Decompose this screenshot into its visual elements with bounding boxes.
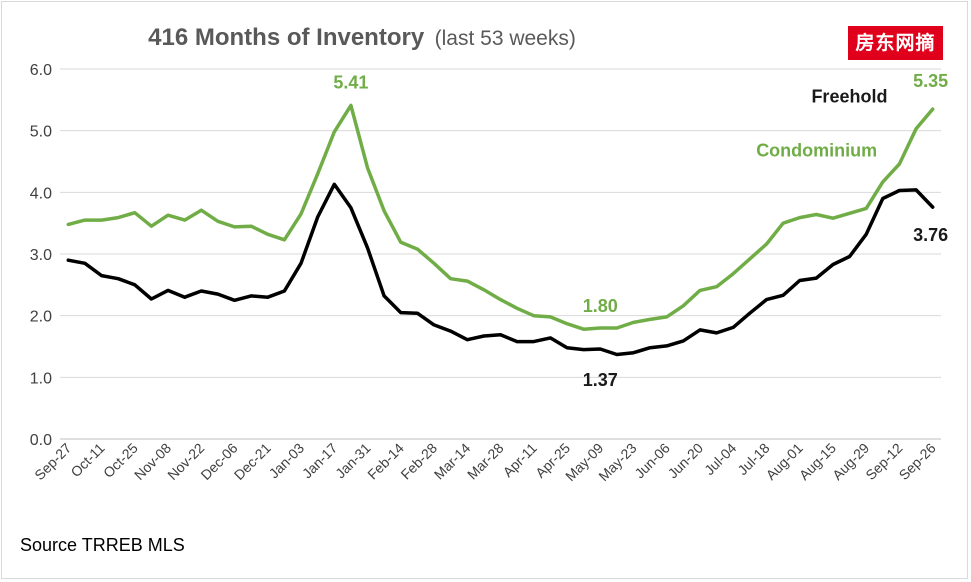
- x-tick-label: Jan-17: [299, 440, 341, 482]
- watermark-badge: 房东网摘: [848, 26, 943, 60]
- x-tick-label: Oct-11: [67, 440, 107, 480]
- data-labels: 5.41 1.80 5.35 1.37 3.76 Condominium Freehold: [333, 71, 948, 390]
- y-tick-label: 1.0: [30, 370, 52, 387]
- x-tick-label: Mar-28: [464, 440, 507, 483]
- y-tick-label: 5.0: [30, 124, 52, 141]
- x-tick-label: Jul-04: [701, 440, 739, 478]
- data-label: 3.76: [913, 225, 948, 245]
- gridlines: [60, 68, 941, 440]
- y-tick-label: 4.0: [30, 185, 52, 202]
- x-tick-label: Feb-28: [397, 440, 440, 483]
- data-label: 1.37: [583, 370, 618, 390]
- data-label: 1.80: [583, 296, 618, 316]
- y-tick-label: 2.0: [30, 309, 52, 326]
- chart-title: 416 Months of Inventory (last 53 weeks): [148, 24, 576, 51]
- source-note: Source TRREB MLS: [20, 535, 185, 555]
- x-tick-label: May-23: [595, 440, 639, 484]
- x-tick-label: Apr-11: [500, 440, 540, 480]
- series-label-condominium: Condominium: [756, 140, 877, 160]
- x-tick-label: Jan-03: [266, 440, 308, 482]
- y-axis: 0.0 1.0 2.0 3.0 4.0 5.0 6.0: [30, 62, 52, 449]
- y-tick-label: 6.0: [30, 62, 52, 79]
- series-line-condominium: [66, 103, 935, 331]
- x-tick-label: Jun-06: [631, 440, 673, 482]
- x-tick-label: Sep-26: [896, 440, 939, 483]
- series-line-freehold: [66, 182, 935, 357]
- chart-title-main: 416 Months of Inventory: [148, 24, 425, 51]
- y-tick-label: 0.0: [30, 432, 52, 449]
- series-lines: [66, 103, 935, 357]
- x-tick-label: Dec-21: [231, 440, 274, 483]
- x-tick-label: Feb-14: [364, 440, 407, 483]
- x-axis: Sep-27Oct-11Oct-25Nov-08Nov-22Dec-06Dec-…: [31, 438, 941, 484]
- data-label: 5.41: [333, 72, 368, 92]
- y-tick-label: 3.0: [30, 247, 52, 264]
- chart-title-subtitle: (last 53 weeks): [435, 27, 576, 50]
- x-tick-label: Jun-20: [665, 440, 707, 482]
- data-label: 5.35: [913, 71, 948, 91]
- series-label-freehold: Freehold: [811, 86, 887, 106]
- x-tick-label: Mar-14: [431, 440, 474, 483]
